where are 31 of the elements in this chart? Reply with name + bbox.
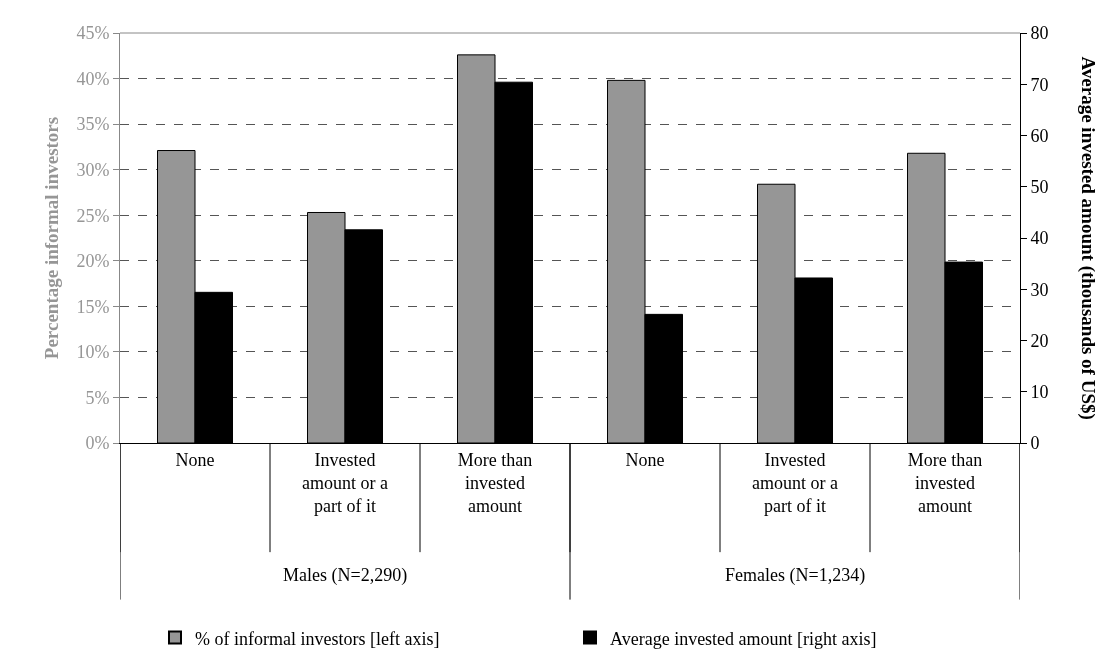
y-tick-label: 40% [76, 68, 110, 89]
x-tick-label: Invested amount or a part of it [752, 449, 838, 517]
y2-tick-label: 20 [1030, 330, 1049, 351]
y-tick-label: 0% [85, 433, 110, 454]
y-tick-label: 30% [76, 159, 110, 180]
y2-tick-label: 50 [1030, 177, 1049, 198]
y-tick-label: 10% [76, 342, 110, 363]
y-tick-label: 20% [76, 251, 110, 272]
x-tick-label: More than invested amount [907, 449, 983, 517]
x-tick-label: None [625, 449, 665, 470]
y2-tick-label: 40 [1030, 228, 1049, 249]
y-tick-label: 15% [76, 296, 110, 317]
x-tick-label: More than invested amount [457, 449, 533, 517]
y2-tick-label: 10 [1030, 382, 1049, 403]
y2-tick-label: 30 [1030, 279, 1049, 300]
y-tick-label: 45% [76, 23, 110, 44]
y-axis-title: Percentage informal investors [41, 116, 63, 360]
legend-label: % of informal investors [left axis] [195, 628, 440, 649]
text: Females (N=1,234) [725, 565, 866, 586]
y2-axis-title: Average invested amount (thousands of US$) [1076, 56, 1095, 420]
x-tick-label: None [175, 449, 215, 470]
y-tick-label: 5% [85, 387, 110, 408]
x-tick-label: Invested amount or a part of it [302, 449, 388, 517]
y2-tick-label: 80 [1030, 23, 1049, 44]
legend-label: Average invested amount [right axis] [610, 628, 877, 649]
text: Males (N=2,290) [283, 565, 408, 586]
y-tick-label: 35% [76, 114, 110, 135]
y2-tick-label: 0 [1030, 433, 1040, 454]
y-tick-label: 25% [76, 205, 110, 226]
y2-tick-label: 60 [1030, 125, 1049, 146]
y2-tick-label: 70 [1030, 74, 1049, 95]
